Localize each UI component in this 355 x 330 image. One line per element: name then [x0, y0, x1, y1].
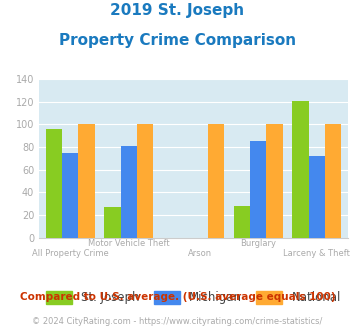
- Bar: [208, 124, 224, 238]
- Text: Motor Vehicle Theft: Motor Vehicle Theft: [88, 239, 169, 248]
- Text: © 2024 CityRating.com - https://www.cityrating.com/crime-statistics/: © 2024 CityRating.com - https://www.city…: [32, 317, 323, 326]
- Bar: [308, 156, 324, 238]
- Text: 2019 St. Joseph: 2019 St. Joseph: [110, 3, 245, 18]
- Bar: [293, 101, 308, 238]
- Text: Compared to U.S. average. (U.S. average equals 100): Compared to U.S. average. (U.S. average …: [20, 292, 335, 302]
- Bar: [46, 129, 62, 238]
- Bar: [62, 153, 78, 238]
- Bar: [267, 124, 283, 238]
- Bar: [324, 124, 341, 238]
- Text: Arson: Arson: [188, 249, 212, 258]
- Bar: [250, 142, 267, 238]
- Text: Burglary: Burglary: [240, 239, 277, 248]
- Legend: St. Joseph, Michigan, National: St. Joseph, Michigan, National: [46, 291, 341, 304]
- Text: Property Crime Comparison: Property Crime Comparison: [59, 33, 296, 48]
- Bar: [120, 146, 137, 238]
- Bar: [78, 124, 94, 238]
- Bar: [137, 124, 153, 238]
- Text: Larceny & Theft: Larceny & Theft: [283, 249, 350, 258]
- Text: All Property Crime: All Property Crime: [32, 249, 109, 258]
- Bar: [104, 207, 120, 238]
- Bar: [234, 206, 250, 238]
